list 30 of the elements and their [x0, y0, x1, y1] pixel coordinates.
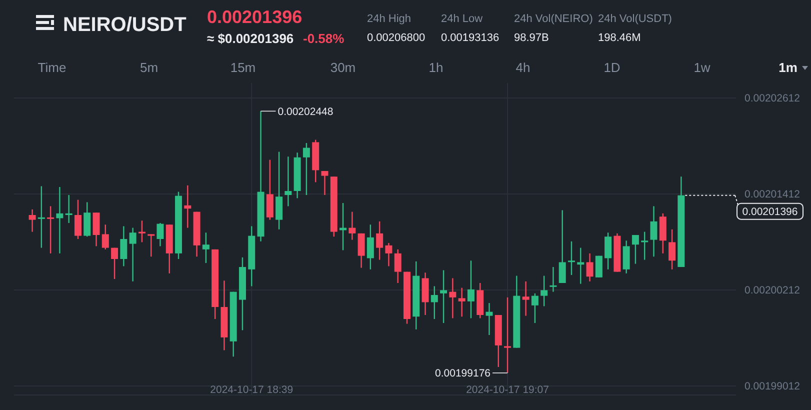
x-tick-label: 2024-10-17 18:39	[210, 384, 294, 396]
text: 1w	[694, 60, 711, 75]
text: 24h High	[367, 13, 412, 25]
y-tick-label: 0.00202612	[744, 92, 800, 105]
y-tick-label: 0.00199012	[744, 380, 800, 393]
text: 98.97B	[514, 32, 549, 44]
text: 0.00206800	[367, 32, 426, 44]
text: ≈ $0.00201396	[207, 31, 294, 46]
text: 1D	[604, 60, 620, 75]
text: 30m	[330, 60, 356, 75]
text: 0.00193136	[441, 32, 500, 44]
text: 24h Vol(NEIRO)	[514, 13, 593, 25]
text: 4h	[516, 60, 530, 75]
annotation: 0.00202448	[278, 106, 334, 118]
text: 24h Low	[441, 13, 483, 25]
text: 1m	[778, 60, 798, 75]
text: 1h	[428, 60, 444, 75]
text: 24h Vol(USDT)	[598, 13, 672, 25]
text: 198.46M	[598, 32, 641, 44]
text: -0.58%	[303, 31, 345, 46]
text: Time	[38, 60, 66, 75]
chart-title: NEIRO/USDT	[63, 14, 186, 36]
x-tick-label: 2024-10-17 19:07	[466, 384, 550, 396]
y-tick-label: 0.00200212	[744, 284, 800, 297]
ref-line-label: 0.00201396	[742, 206, 798, 218]
y-tick-label: 0.00201412	[744, 188, 800, 201]
text: 15m	[230, 60, 256, 75]
text: 5m	[140, 60, 158, 75]
text: 0.00201396	[207, 7, 302, 27]
annotation: 0.00199176	[435, 368, 491, 380]
